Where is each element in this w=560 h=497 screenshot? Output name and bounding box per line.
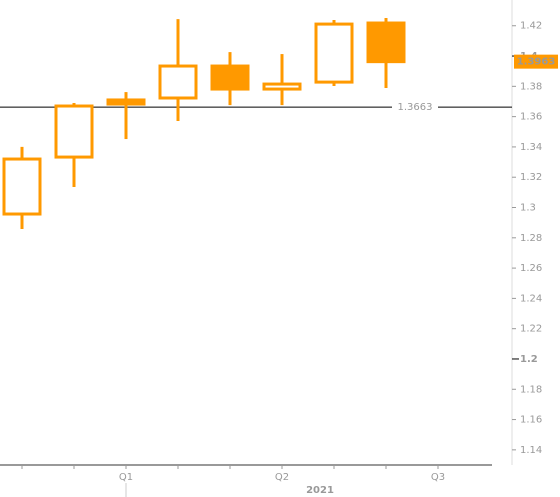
reference-label: 1.3663: [398, 102, 433, 113]
x-tick-label: Q2: [275, 472, 289, 483]
candle-body: [262, 82, 302, 91]
y-tick-label: 1.24: [520, 293, 542, 304]
candle-body: [210, 64, 250, 91]
candle-body: [54, 104, 94, 159]
y-tick-label: 1.22: [520, 324, 542, 335]
y-tick-label: 1.16: [520, 415, 542, 426]
y-tick-label: 1.3: [520, 203, 536, 214]
last-price-bg: [514, 54, 558, 69]
y-tick-label: 1.38: [520, 81, 542, 92]
candle-body: [158, 64, 198, 100]
y-tick-label: 1.36: [520, 112, 542, 123]
candle-body: [106, 98, 146, 106]
y-tick-label: 1.42: [520, 21, 542, 32]
last-price-label: 1.3963: [517, 57, 556, 68]
x-period-label: 2021: [306, 485, 334, 496]
x-tick-label: Q3: [431, 472, 445, 483]
y-tick-label: 1.18: [520, 384, 542, 395]
x-tick-label: Q1: [119, 472, 133, 483]
candle-body: [366, 21, 406, 64]
candle-body: [2, 157, 42, 216]
reference-label-bg: [392, 101, 438, 114]
y-tick-label: 1.14: [520, 445, 542, 456]
candle-body: [314, 22, 354, 84]
y-tick-label: 1.2: [520, 354, 538, 365]
y-tick-label: 1.34: [520, 142, 542, 153]
y-tick-label: 1.28: [520, 233, 542, 244]
y-tick-label: 1.32: [520, 172, 542, 183]
y-tick-label: 1.26: [520, 263, 542, 274]
